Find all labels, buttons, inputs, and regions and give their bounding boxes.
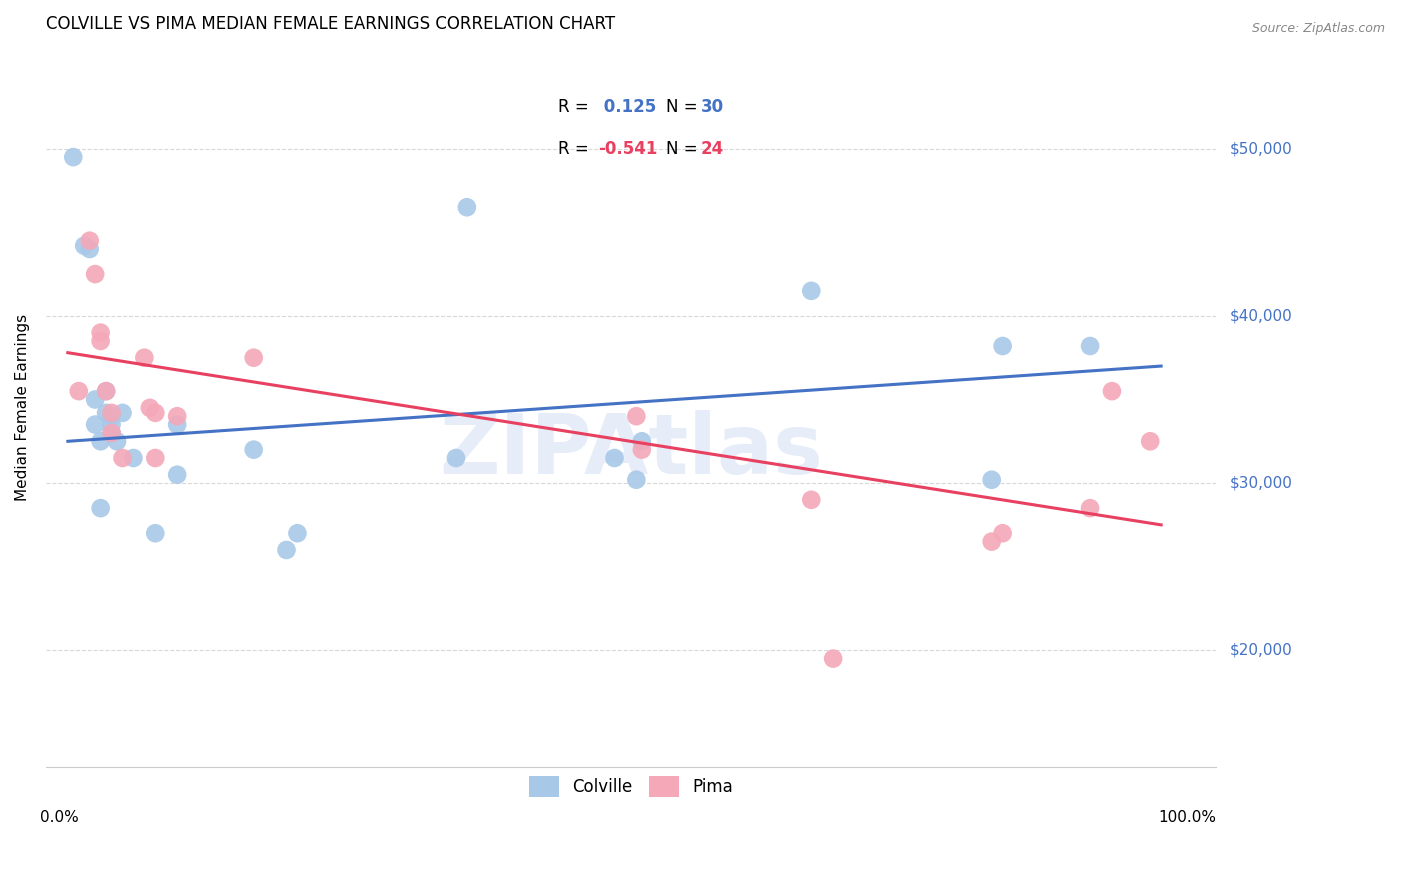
Text: 24: 24 (702, 140, 724, 158)
Point (1078, 339, 1101, 353)
Point (105, 434, 128, 449)
Point (111, 406, 134, 420)
Point (1101, 384, 1123, 398)
Point (980, 534, 1002, 549)
Point (444, 450, 467, 465)
Point (276, 543, 298, 558)
Point (630, 434, 652, 449)
Point (166, 417, 188, 432)
Text: -0.541: -0.541 (598, 140, 658, 158)
Point (143, 406, 166, 420)
Point (603, 450, 626, 465)
Point (800, 492, 823, 507)
Point (84, 267, 107, 281)
Point (94, 406, 117, 420)
Point (991, 526, 1014, 541)
Y-axis label: Median Female Earnings: Median Female Earnings (15, 314, 30, 501)
Text: Source: ZipAtlas.com: Source: ZipAtlas.com (1251, 22, 1385, 36)
Point (143, 450, 166, 465)
Point (1139, 434, 1161, 449)
Text: 100.0%: 100.0% (1157, 811, 1216, 825)
Legend: Colville, Pima: Colville, Pima (520, 768, 741, 805)
Point (79, 234, 101, 248)
Point (139, 401, 162, 415)
Text: 0.125: 0.125 (598, 98, 657, 116)
Point (800, 284, 823, 298)
Text: $50,000: $50,000 (1230, 141, 1292, 156)
Point (456, 200, 478, 214)
Point (626, 473, 648, 487)
Point (79, 242, 101, 256)
Text: R =: R = (558, 98, 595, 116)
Text: ZIPAtlas: ZIPAtlas (439, 410, 823, 491)
Point (100, 406, 122, 420)
Point (287, 526, 309, 541)
Point (122, 450, 145, 465)
Point (94, 384, 117, 398)
Point (111, 450, 134, 465)
Text: COLVILLE VS PIMA MEDIAN FEMALE EARNINGS CORRELATION CHART: COLVILLE VS PIMA MEDIAN FEMALE EARNINGS … (46, 15, 614, 33)
Point (166, 467, 188, 482)
Text: $40,000: $40,000 (1230, 309, 1292, 324)
Point (90, 326, 112, 340)
Text: 30: 30 (702, 98, 724, 116)
Point (100, 425, 122, 440)
Point (90, 434, 112, 449)
Point (991, 339, 1014, 353)
Point (67, 384, 90, 398)
Point (1078, 501, 1101, 516)
Point (166, 409, 188, 424)
Point (84, 392, 107, 407)
Point (823, 651, 845, 665)
Text: $20,000: $20,000 (1230, 643, 1292, 657)
Text: N =: N = (666, 98, 703, 116)
Point (242, 351, 264, 365)
Point (94, 384, 117, 398)
Point (630, 442, 652, 457)
Point (73, 238, 96, 252)
Text: N =: N = (666, 140, 703, 158)
Point (90, 334, 112, 348)
Point (62, 150, 84, 164)
Point (100, 409, 122, 424)
Point (242, 442, 264, 457)
Point (134, 351, 156, 365)
Point (100, 417, 122, 432)
Point (626, 409, 648, 424)
Point (100, 425, 122, 440)
Text: 0.0%: 0.0% (41, 811, 79, 825)
Text: $30,000: $30,000 (1230, 475, 1292, 491)
Point (980, 473, 1002, 487)
Point (143, 526, 166, 541)
Text: R =: R = (558, 140, 595, 158)
Point (90, 501, 112, 516)
Point (84, 417, 107, 432)
